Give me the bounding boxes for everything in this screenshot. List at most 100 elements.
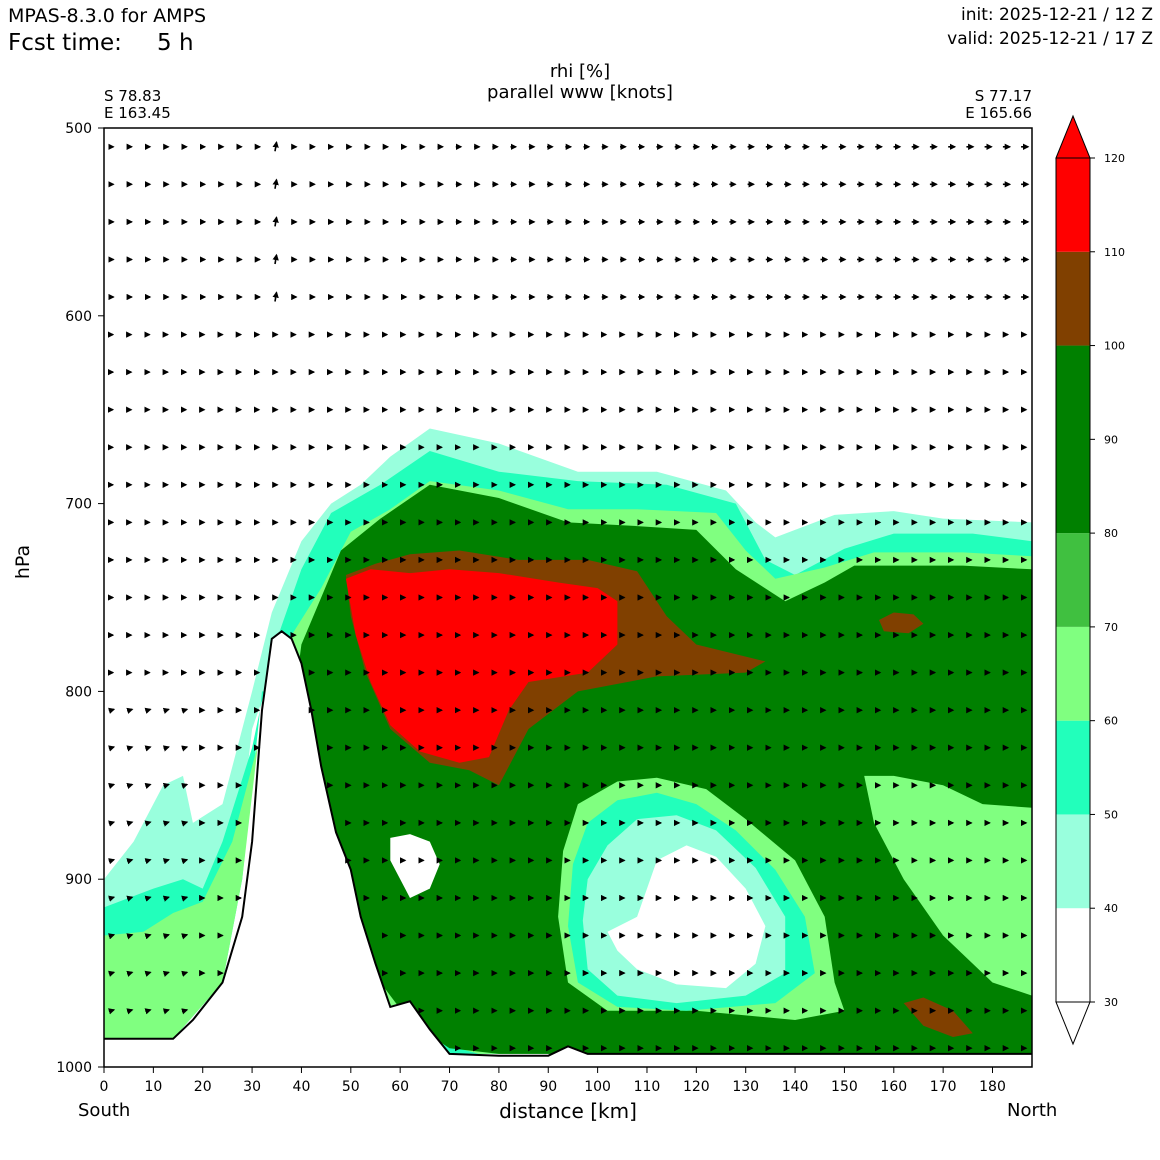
wind-arrow-1086 <box>108 970 116 977</box>
north-label: North <box>1007 1100 1058 1121</box>
wind-arrow-910 <box>181 820 189 827</box>
fcst-time-value: 5 h <box>157 30 194 56</box>
wind-arrow-953 <box>126 858 134 865</box>
y-tick-label-500: 500 <box>65 121 92 137</box>
x-tick-label-10: 10 <box>144 1079 162 1095</box>
wind-arrow-762 <box>108 707 116 714</box>
left-endpoint-lon: E 163.45 <box>104 104 171 122</box>
x-tick-label-150: 150 <box>831 1079 858 1095</box>
wind-arrow-765 <box>162 707 170 714</box>
wind-arrow-814 <box>162 745 170 752</box>
wind-arrow-1130 <box>126 1008 134 1015</box>
wind-arrow-908 <box>144 820 152 827</box>
wind-arrow-1090 <box>181 970 189 977</box>
wind-arrow-1133 <box>181 1008 189 1015</box>
x-tick-label-60: 60 <box>391 1079 409 1095</box>
x-tick-label-30: 30 <box>243 1079 261 1095</box>
x-tick-label-90: 90 <box>539 1079 557 1095</box>
wind-arrow-763 <box>126 707 134 714</box>
x-tick-label-180: 180 <box>979 1079 1006 1095</box>
colorbar-band-50 <box>1056 720 1090 815</box>
x-tick-label-0: 0 <box>100 1079 109 1095</box>
plot-frame <box>103 127 1033 1068</box>
terrain-line <box>104 630 1032 1057</box>
x-tick-label-100: 100 <box>584 1079 611 1095</box>
wind-arrow-909 <box>162 820 170 827</box>
rhi-region-7 <box>903 997 973 1037</box>
wind-arrow-815 <box>181 745 189 752</box>
rhi-region-6 <box>879 612 924 634</box>
x-tick-label-120: 120 <box>683 1079 710 1095</box>
wind-arrow-766 <box>181 707 189 714</box>
x-tick-label-140: 140 <box>782 1079 809 1095</box>
x-tick-label-70: 70 <box>441 1079 459 1095</box>
chart-title: rhi [%] <box>549 61 611 82</box>
left-endpoint-lat: S 78.83 <box>104 87 162 105</box>
fcst-time-label: Fcst time: <box>8 30 122 56</box>
colorbar-band-70 <box>1056 533 1090 627</box>
wind-arrow-863 <box>181 782 189 790</box>
x-tick-label-110: 110 <box>634 1079 661 1095</box>
wind-arrow-1132 <box>162 1008 170 1015</box>
right-endpoint-lon: E 165.66 <box>965 104 1032 122</box>
colorbar-label-70: 70 <box>1104 621 1118 634</box>
colorbar-extend-max <box>1055 114 1091 159</box>
wind-arrow-862 <box>162 782 170 790</box>
x-tick-label-160: 160 <box>880 1079 907 1095</box>
colorbar-label-90: 90 <box>1104 433 1118 446</box>
wind-arrow-861 <box>144 782 152 790</box>
wind-arrow-952 <box>108 858 116 865</box>
rhi-region-8 <box>864 775 1032 996</box>
wind-arrow-811 <box>108 745 116 752</box>
colorbar-label-40: 40 <box>1104 902 1118 915</box>
colorbar-label-120: 120 <box>1104 152 1125 165</box>
wind-arrow-1047 <box>181 933 189 940</box>
colorbar-frame <box>1055 157 1091 1003</box>
x-tick-label-170: 170 <box>930 1079 957 1095</box>
wind-arrow-955 <box>162 858 170 865</box>
colorbar-band-40 <box>1056 814 1090 909</box>
colorbar-label-60: 60 <box>1104 715 1118 728</box>
colorbar-label-50: 50 <box>1104 808 1118 821</box>
wind-arrow-956 <box>181 858 189 865</box>
wind-arrow-1000 <box>144 895 152 902</box>
y-tick-label-700: 700 <box>65 497 92 513</box>
x-tick-label-40: 40 <box>293 1079 311 1095</box>
y-tick-label-600: 600 <box>65 309 92 325</box>
rhi-region-12 <box>607 845 766 989</box>
colorbar-band-100 <box>1056 251 1090 346</box>
x-tick-label-130: 130 <box>732 1079 759 1095</box>
x-axis-label: distance [km] <box>499 1099 637 1123</box>
wind-arrow-162 <box>272 253 279 265</box>
wind-arrow-907 <box>126 820 134 827</box>
wind-arrow-812 <box>126 745 134 752</box>
chart-subtitle: parallel www [knots] <box>487 82 673 103</box>
wind-arrow-1046 <box>162 933 170 940</box>
colorbar-label-30: 30 <box>1104 996 1118 1009</box>
right-endpoint-lat: S 77.17 <box>974 87 1032 105</box>
wind-arrow-1001 <box>162 895 170 902</box>
wind-arrow-1088 <box>144 970 152 977</box>
wind-arrow-9 <box>272 141 279 152</box>
x-tick-label-50: 50 <box>342 1079 360 1095</box>
wind-arrow-1087 <box>126 970 134 977</box>
x-tick-label-20: 20 <box>194 1079 212 1095</box>
colorbar-band-30 <box>1056 908 1090 1002</box>
x-tick-label-80: 80 <box>490 1079 508 1095</box>
rhi-region-13 <box>390 834 440 898</box>
colorbar-label-100: 100 <box>1104 340 1125 353</box>
wind-arrow-1089 <box>162 970 170 977</box>
y-tick-label-1000: 1000 <box>56 1060 92 1076</box>
colorbar-extend-min <box>1055 1001 1091 1046</box>
wind-arrow-998 <box>108 895 116 902</box>
valid-time: valid: 2025-12-21 / 17 Z <box>947 29 1153 49</box>
wind-arrow-859 <box>108 782 116 790</box>
terrain-fill <box>104 631 1032 1067</box>
wind-arrow-213 <box>272 291 279 302</box>
y-tick-label-900: 900 <box>65 872 92 888</box>
wind-arrow-999 <box>126 895 134 902</box>
wind-arrow-111 <box>272 216 279 227</box>
y-tick-label-800: 800 <box>65 684 92 700</box>
wind-arrow-1045 <box>144 933 152 940</box>
